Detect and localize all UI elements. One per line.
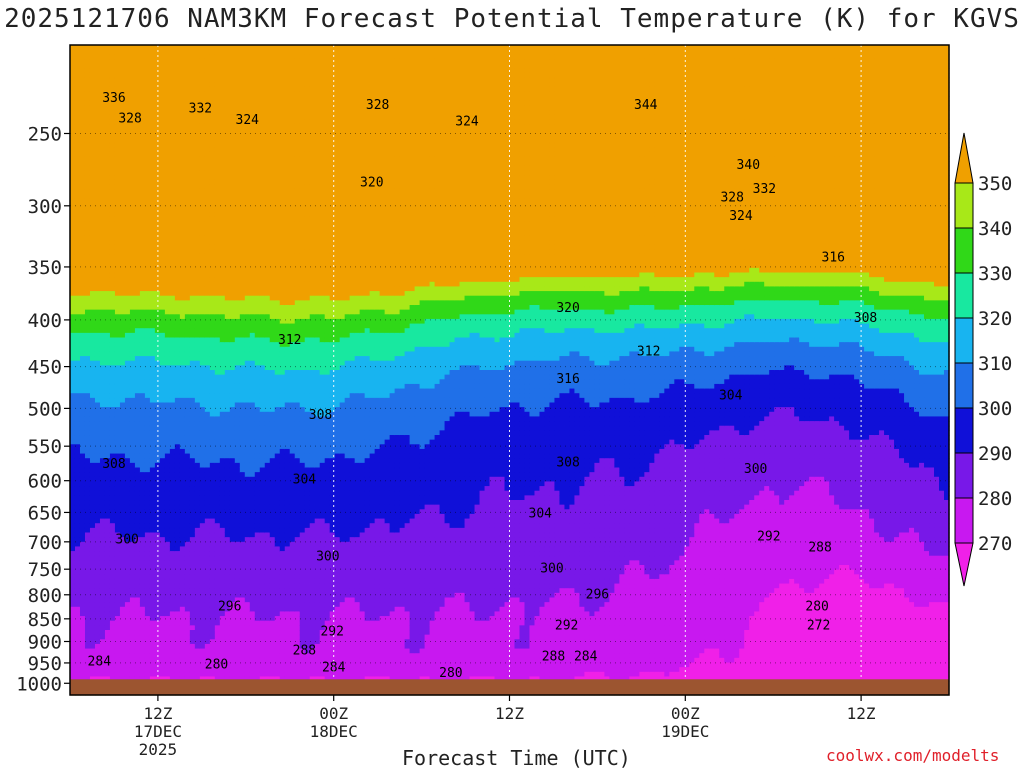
contour-label: 304 <box>719 389 743 404</box>
x-tick-year: 2025 <box>139 740 178 759</box>
colorbar-segment <box>955 183 973 228</box>
contour-label: 340 <box>737 158 760 173</box>
contour-label: 300 <box>115 532 138 547</box>
contour-label: 288 <box>542 649 565 664</box>
y-tick-label: 600 <box>28 471 62 493</box>
contour-label: 308 <box>309 408 332 423</box>
contour-label: 328 <box>720 190 743 205</box>
x-tick-date: 18DEC <box>310 722 358 741</box>
contour-label: 316 <box>556 372 579 387</box>
contour-label: 332 <box>189 101 212 116</box>
x-tick-label: 00Z <box>671 704 700 723</box>
x-tick-date: 17DEC <box>134 722 182 741</box>
y-tick-label: 1000 <box>16 673 62 695</box>
y-tick-label: 950 <box>28 653 62 675</box>
pressure-axis: 2503003504004505005506006507007508008509… <box>16 123 70 695</box>
contour-label: 332 <box>753 182 776 197</box>
contour-label: 280 <box>439 666 462 681</box>
y-tick-label: 850 <box>28 609 62 631</box>
colorbar-top-arrow <box>955 133 973 183</box>
y-tick-label: 900 <box>28 631 62 653</box>
contour-label: 284 <box>574 649 598 664</box>
contour-label: 336 <box>102 91 125 106</box>
colorbar-label: 320 <box>978 308 1012 330</box>
contour-label: 312 <box>278 333 301 348</box>
contour-label: 292 <box>555 618 578 633</box>
contour-label: 308 <box>854 311 877 326</box>
y-tick-label: 250 <box>28 123 62 145</box>
x-tick-label: 12Z <box>847 704 876 723</box>
contour-label: 304 <box>529 506 553 521</box>
contour-label: 324 <box>236 113 260 128</box>
y-tick-label: 400 <box>28 310 62 332</box>
colorbar-bottom-arrow <box>955 543 973 586</box>
y-tick-label: 650 <box>28 502 62 524</box>
contour-label: 320 <box>360 175 383 190</box>
contour-label: 304 <box>293 473 317 488</box>
contour-label: 324 <box>729 209 753 224</box>
contour-label: 320 <box>556 301 579 316</box>
ground-below-surface <box>70 679 949 695</box>
contour-label: 296 <box>586 587 609 602</box>
contour-label: 296 <box>218 600 241 615</box>
y-tick-label: 550 <box>28 436 62 458</box>
contour-label: 300 <box>744 462 767 477</box>
contour-label: 280 <box>805 600 828 615</box>
contour-label: 312 <box>637 344 660 359</box>
colorbar-label: 340 <box>978 218 1012 240</box>
y-tick-label: 350 <box>28 257 62 279</box>
contour-label: 288 <box>293 643 316 658</box>
y-tick-label: 500 <box>28 398 62 420</box>
contour-label: 316 <box>822 251 845 266</box>
y-tick-label: 800 <box>28 585 62 607</box>
contour-label: 328 <box>118 111 141 126</box>
contour-label: 308 <box>556 456 579 471</box>
contour-label: 288 <box>808 540 831 555</box>
contour-label: 292 <box>320 624 343 639</box>
colorbar-segment <box>955 498 973 543</box>
colorbar-label: 270 <box>978 533 1012 555</box>
colorbar-segment <box>955 363 973 408</box>
contour-label: 324 <box>455 115 479 130</box>
credit-link[interactable]: coolwx.com/modelts <box>826 746 999 765</box>
y-tick-label: 750 <box>28 559 62 581</box>
colorbar-segment <box>955 408 973 453</box>
colorbar-segment <box>955 318 973 363</box>
x-axis-label: Forecast Time (UTC) <box>402 746 631 770</box>
contour-label: 284 <box>322 660 346 675</box>
colorbar-label: 310 <box>978 353 1012 375</box>
contour-label: 308 <box>102 457 125 472</box>
contour-label: 300 <box>540 562 563 577</box>
colorbar-label: 290 <box>978 443 1012 465</box>
colorbar-segment <box>955 228 973 273</box>
colorbar-segment <box>955 453 973 498</box>
contour-label: 300 <box>316 550 339 565</box>
contour-label: 284 <box>88 654 112 669</box>
contour-label: 328 <box>366 98 389 113</box>
colorbar-label: 300 <box>978 398 1012 420</box>
colorbar: 270 280 290 300 310 320 330 340 350 <box>955 133 1012 586</box>
x-tick-label: 12Z <box>495 704 524 723</box>
x-tick-label: 12Z <box>143 704 172 723</box>
y-tick-label: 450 <box>28 357 62 379</box>
x-tick-date: 19DEC <box>661 722 709 741</box>
y-tick-label: 700 <box>28 532 62 554</box>
colorbar-label: 330 <box>978 263 1012 285</box>
y-tick-label: 300 <box>28 196 62 218</box>
contour-label: 280 <box>205 657 228 672</box>
contour-label: 344 <box>634 98 658 113</box>
colorbar-label: 280 <box>978 488 1012 510</box>
colorbar-segment <box>955 273 973 318</box>
contour-label: 292 <box>757 530 780 545</box>
colorbar-label: 350 <box>978 173 1012 195</box>
x-tick-label: 00Z <box>319 704 348 723</box>
contour-label: 272 <box>807 618 830 633</box>
